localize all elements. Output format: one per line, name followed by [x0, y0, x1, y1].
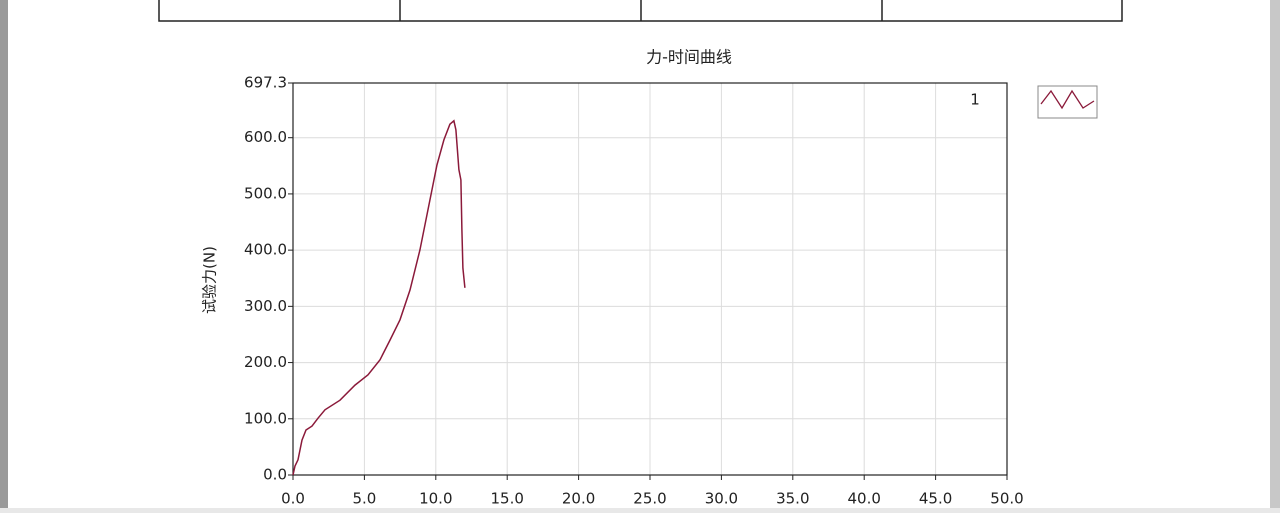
x-tick-label: 30.0 [705, 490, 738, 508]
y-tick-label: 0.0 [263, 466, 287, 484]
legend-swatch [1040, 89, 1095, 110]
y-axis-label: 试验力(N) [201, 246, 219, 314]
window-border [0, 0, 8, 513]
plot-frame [292, 82, 1008, 476]
y-tick-label: 200.0 [244, 353, 287, 371]
x-tick-label: 50.0 [990, 490, 1023, 508]
x-tick-label: 15.0 [490, 490, 523, 508]
legend-label: 1 [970, 91, 980, 109]
x-tick-label: 10.0 [419, 490, 452, 508]
data-line [292, 119, 466, 476]
y-tick-label: 300.0 [244, 297, 287, 315]
y-tick-label: 100.0 [244, 409, 287, 427]
legend-box [1037, 85, 1098, 119]
report-table [158, 0, 1123, 22]
x-tick-label: 25.0 [633, 490, 666, 508]
chart-title: 力-时间曲线 [646, 48, 732, 67]
window-border [1270, 0, 1280, 513]
x-tick-label: 40.0 [847, 490, 880, 508]
x-tick-label: 45.0 [919, 490, 952, 508]
x-tick-label: 0.0 [281, 490, 305, 508]
y-tick-label: 400.0 [244, 241, 287, 259]
x-tick-label: 20.0 [562, 490, 595, 508]
y-tick-label: 500.0 [244, 184, 287, 202]
y-tick-label: 600.0 [244, 128, 287, 146]
x-tick-label: 35.0 [776, 490, 809, 508]
x-tick-label: 5.0 [352, 490, 376, 508]
window-border [0, 508, 1280, 513]
y-tick-label: 697.3 [244, 74, 287, 92]
